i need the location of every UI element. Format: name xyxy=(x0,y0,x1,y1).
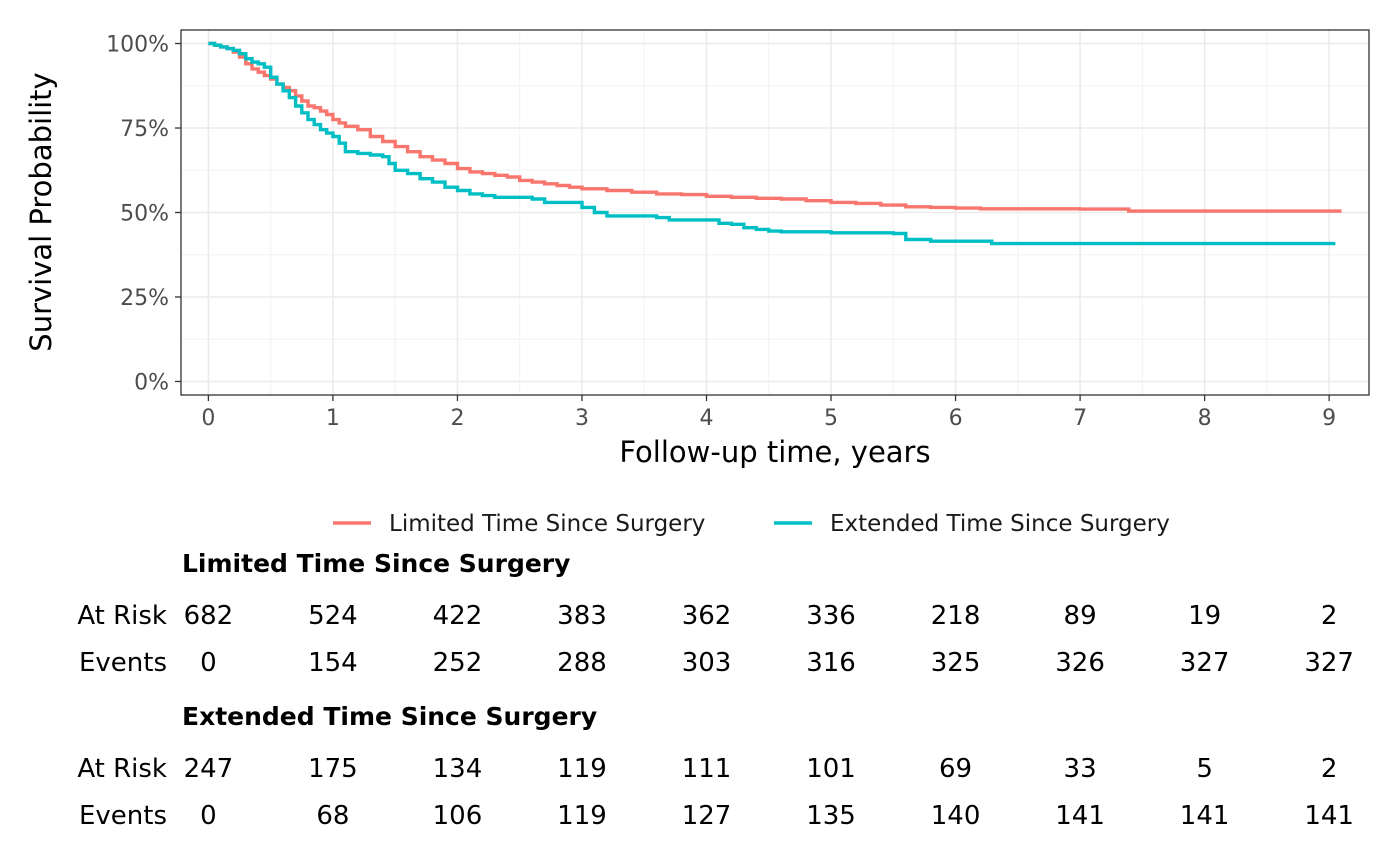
events-value: 141 xyxy=(1180,801,1230,831)
risk-group-title: Limited Time Since Surgery xyxy=(182,549,570,578)
at-risk-value: 422 xyxy=(433,601,483,631)
y-tick-label: 100% xyxy=(106,33,169,58)
at-risk-value: 101 xyxy=(806,754,856,784)
x-tick-label: 4 xyxy=(700,406,714,431)
events-value: 141 xyxy=(1304,801,1354,831)
events-value: 252 xyxy=(433,648,483,678)
row-label-at-risk: At Risk xyxy=(77,754,167,784)
row-label-events: Events xyxy=(79,801,167,831)
at-risk-value: 524 xyxy=(308,601,358,631)
x-tick-label: 3 xyxy=(575,406,589,431)
legend-label: Limited Time Since Surgery xyxy=(389,511,705,537)
events-value: 119 xyxy=(557,801,607,831)
x-axis-title: Follow-up time, years xyxy=(619,435,930,469)
x-tick-label: 0 xyxy=(201,406,215,431)
x-tick-label: 2 xyxy=(450,406,464,431)
events-value: 141 xyxy=(1055,801,1105,831)
risk-table: Limited Time Since Surgery At Risk Events 6… xyxy=(77,549,1354,831)
at-risk-value: 33 xyxy=(1064,754,1097,784)
at-risk-value: 336 xyxy=(806,601,856,631)
x-tick-label: 1 xyxy=(326,406,340,431)
y-tick-label: 0% xyxy=(134,370,169,395)
events-value: 68 xyxy=(316,801,349,831)
tick-labels: 0 1 2 3 4 5 6 7 8 9 0% 25% 50% 75% 100% xyxy=(106,33,1336,431)
x-tick-label: 7 xyxy=(1073,406,1087,431)
at-risk-value: 119 xyxy=(557,754,607,784)
at-risk-value: 19 xyxy=(1188,601,1221,631)
legend-label: Extended Time Since Surgery xyxy=(830,511,1170,537)
events-value: 326 xyxy=(1055,648,1105,678)
events-value: 303 xyxy=(682,648,732,678)
survival-curve xyxy=(208,41,1336,246)
at-risk-value: 175 xyxy=(308,754,358,784)
x-tick-label: 9 xyxy=(1322,406,1336,431)
events-value: 154 xyxy=(308,648,358,678)
y-tick-label: 50% xyxy=(120,202,169,227)
major-gridlines xyxy=(181,30,1369,395)
at-risk-value: 218 xyxy=(931,601,981,631)
events-value: 140 xyxy=(931,801,981,831)
events-value: 327 xyxy=(1304,648,1354,678)
events-value: 327 xyxy=(1180,648,1230,678)
row-label-events: Events xyxy=(79,648,167,678)
at-risk-value: 134 xyxy=(433,754,483,784)
at-risk-value: 5 xyxy=(1196,754,1213,784)
x-tick-label: 5 xyxy=(824,406,838,431)
at-risk-value: 682 xyxy=(184,601,234,631)
events-value: 0 xyxy=(200,801,217,831)
series-layer xyxy=(208,41,1342,246)
x-tick-label: 8 xyxy=(1198,406,1212,431)
x-tick-label: 6 xyxy=(949,406,963,431)
y-tick-label: 75% xyxy=(120,117,169,142)
at-risk-value: 383 xyxy=(557,601,607,631)
events-value: 288 xyxy=(557,648,607,678)
at-risk-value: 362 xyxy=(682,601,732,631)
events-value: 0 xyxy=(200,648,217,678)
events-value: 127 xyxy=(682,801,732,831)
at-risk-value: 2 xyxy=(1321,754,1338,784)
risk-group-title: Extended Time Since Surgery xyxy=(182,702,597,731)
axis-ticks xyxy=(175,42,1330,401)
at-risk-value: 247 xyxy=(184,754,234,784)
at-risk-value: 111 xyxy=(682,754,732,784)
events-value: 325 xyxy=(931,648,981,678)
events-value: 135 xyxy=(806,801,856,831)
events-value: 106 xyxy=(433,801,483,831)
legend: Limited Time Since Surgery Extended Time … xyxy=(333,511,1170,537)
y-axis-title: Survival Probability xyxy=(24,72,58,351)
at-risk-value: 2 xyxy=(1321,601,1338,631)
y-tick-label: 25% xyxy=(120,286,169,311)
events-value: 316 xyxy=(806,648,856,678)
row-label-at-risk: At Risk xyxy=(77,601,167,631)
at-risk-value: 89 xyxy=(1064,601,1097,631)
at-risk-value: 69 xyxy=(939,754,972,784)
